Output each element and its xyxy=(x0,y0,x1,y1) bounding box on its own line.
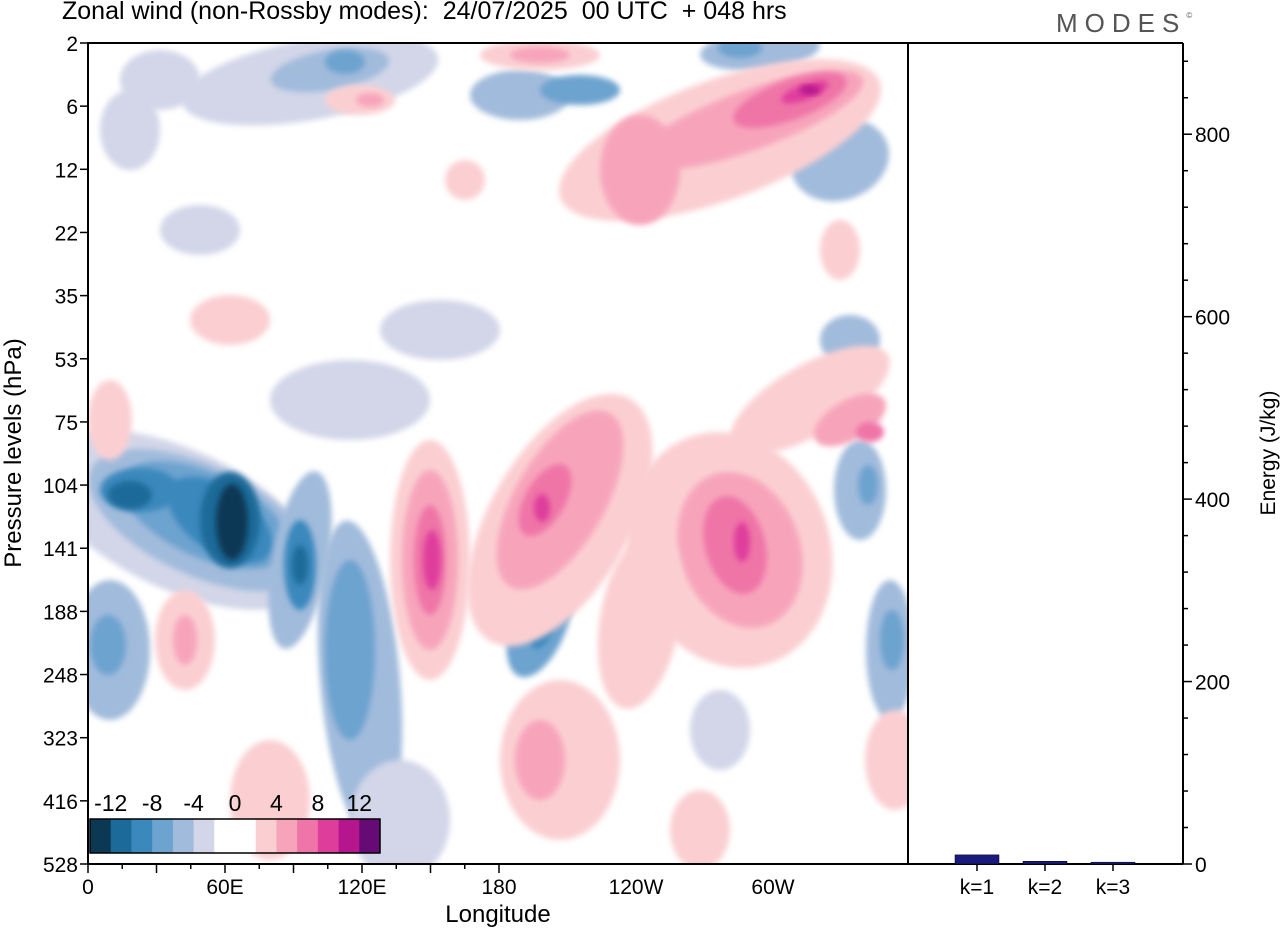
contour-region xyxy=(813,393,887,447)
contour-region xyxy=(858,465,878,505)
colorbar-swatch xyxy=(131,819,153,853)
contour-region xyxy=(88,380,132,460)
colorbar-swatch xyxy=(90,819,112,853)
contour-region xyxy=(190,295,270,345)
x-tick-label: 120E xyxy=(337,876,386,899)
y-tick-label: 35 xyxy=(55,286,78,309)
y-axis-label: Pressure levels (hPa) xyxy=(0,338,27,567)
contour-region xyxy=(510,47,570,63)
energy-tick-label: 200 xyxy=(1195,672,1230,695)
y-tick-label: 323 xyxy=(43,728,78,751)
contour-region xyxy=(470,70,570,120)
contour-region xyxy=(690,690,750,770)
contour-region xyxy=(730,345,890,455)
contour-region xyxy=(718,43,762,58)
energy-tick-label: 600 xyxy=(1195,307,1230,330)
colorbar-swatch xyxy=(172,819,195,853)
contour-region xyxy=(734,522,750,562)
colorbar: -12 -8 -4 0 4 8 12 xyxy=(89,790,381,854)
y-tick-label: 2 xyxy=(66,33,78,56)
colorbar-label: 4 xyxy=(270,790,283,816)
x-tick-label: 60E xyxy=(206,876,243,899)
y-tick-label: 528 xyxy=(43,854,78,877)
heatmap-field xyxy=(88,43,908,864)
colorbar-label: -12 xyxy=(94,790,127,816)
colorbar-swatch xyxy=(110,819,132,853)
y-tick-label: 22 xyxy=(55,222,78,245)
contour-region xyxy=(270,360,430,440)
contour-region xyxy=(597,531,683,709)
colorbar-swatch xyxy=(276,819,298,853)
chart-title: Zonal wind (non-Rossby modes): 24/07/202… xyxy=(62,0,787,25)
colorbar-label: 0 xyxy=(229,790,242,816)
x-tick-label: 180 xyxy=(481,876,516,899)
contour-region xyxy=(540,75,620,105)
contour-region xyxy=(445,160,485,200)
y-tick-label: 141 xyxy=(43,538,78,561)
contour-region xyxy=(534,494,550,522)
contour-region xyxy=(108,481,152,509)
contour-region xyxy=(90,615,126,675)
colorbar-swatch xyxy=(214,819,236,853)
x-tick-label: 60W xyxy=(751,876,794,899)
contour-region xyxy=(380,300,500,360)
energy-bars xyxy=(954,854,1136,865)
y-tick-label: 416 xyxy=(43,791,78,814)
heatmap-frame xyxy=(87,42,909,865)
colorbar-frame xyxy=(89,818,381,854)
colorbar-label: 12 xyxy=(346,790,372,816)
contour-region xyxy=(820,220,860,280)
contour-region xyxy=(325,50,365,74)
energy-tick-label: 0 xyxy=(1195,854,1207,877)
y-tick-label: 248 xyxy=(43,665,78,688)
contour-region xyxy=(423,530,441,590)
energy-category-label: k=3 xyxy=(1096,876,1130,899)
y-tick-label: 53 xyxy=(55,349,78,372)
energy-category-label: k=1 xyxy=(960,876,994,899)
contour-region xyxy=(880,610,904,670)
colorbar-swatch xyxy=(297,819,319,853)
contour-region xyxy=(356,93,384,107)
contour-region xyxy=(173,615,197,665)
energy-tick-label: 400 xyxy=(1195,489,1230,512)
energy-axis-label: Energy (J/kg) xyxy=(1257,391,1280,516)
colorbar-swatch xyxy=(317,819,340,853)
energy-bar xyxy=(954,854,1000,865)
contour-region xyxy=(292,545,308,585)
y-tick-label: 104 xyxy=(43,475,78,498)
colorbar-swatch xyxy=(338,819,360,853)
energy-tick-label: 800 xyxy=(1195,124,1230,147)
energy-category-label: k=2 xyxy=(1028,876,1062,899)
contour-region xyxy=(100,90,160,170)
brand-logo: MODES© xyxy=(1056,8,1193,38)
contour-region xyxy=(515,720,565,800)
colorbar-swatch xyxy=(193,819,215,853)
colorbar-swatch xyxy=(359,819,381,853)
contour-region xyxy=(670,790,730,864)
colorbar-swatch xyxy=(235,819,257,853)
x-axis-label: Longitude xyxy=(445,901,550,928)
contour-region xyxy=(600,115,680,225)
contour-region xyxy=(216,484,248,560)
contour-region xyxy=(865,710,908,810)
y-tick-label: 75 xyxy=(55,412,78,435)
contour-region xyxy=(160,205,240,255)
contour-region xyxy=(800,85,820,95)
y-tick-label: 188 xyxy=(43,601,78,624)
colorbar-swatch xyxy=(255,819,277,853)
energy-bar xyxy=(1090,861,1136,865)
x-tick-label: 0 xyxy=(82,876,94,899)
x-tick-label: 120W xyxy=(609,876,664,899)
colorbar-label: 8 xyxy=(311,790,324,816)
energy-bar xyxy=(1022,861,1068,865)
colorbar-label: -8 xyxy=(142,790,162,816)
y-tick-label: 6 xyxy=(66,96,78,119)
colorbar-label: -4 xyxy=(183,790,204,816)
contour-region xyxy=(325,560,375,740)
contour-region xyxy=(856,422,884,442)
colorbar-swatch xyxy=(152,819,174,853)
y-tick-label: 12 xyxy=(55,159,78,182)
